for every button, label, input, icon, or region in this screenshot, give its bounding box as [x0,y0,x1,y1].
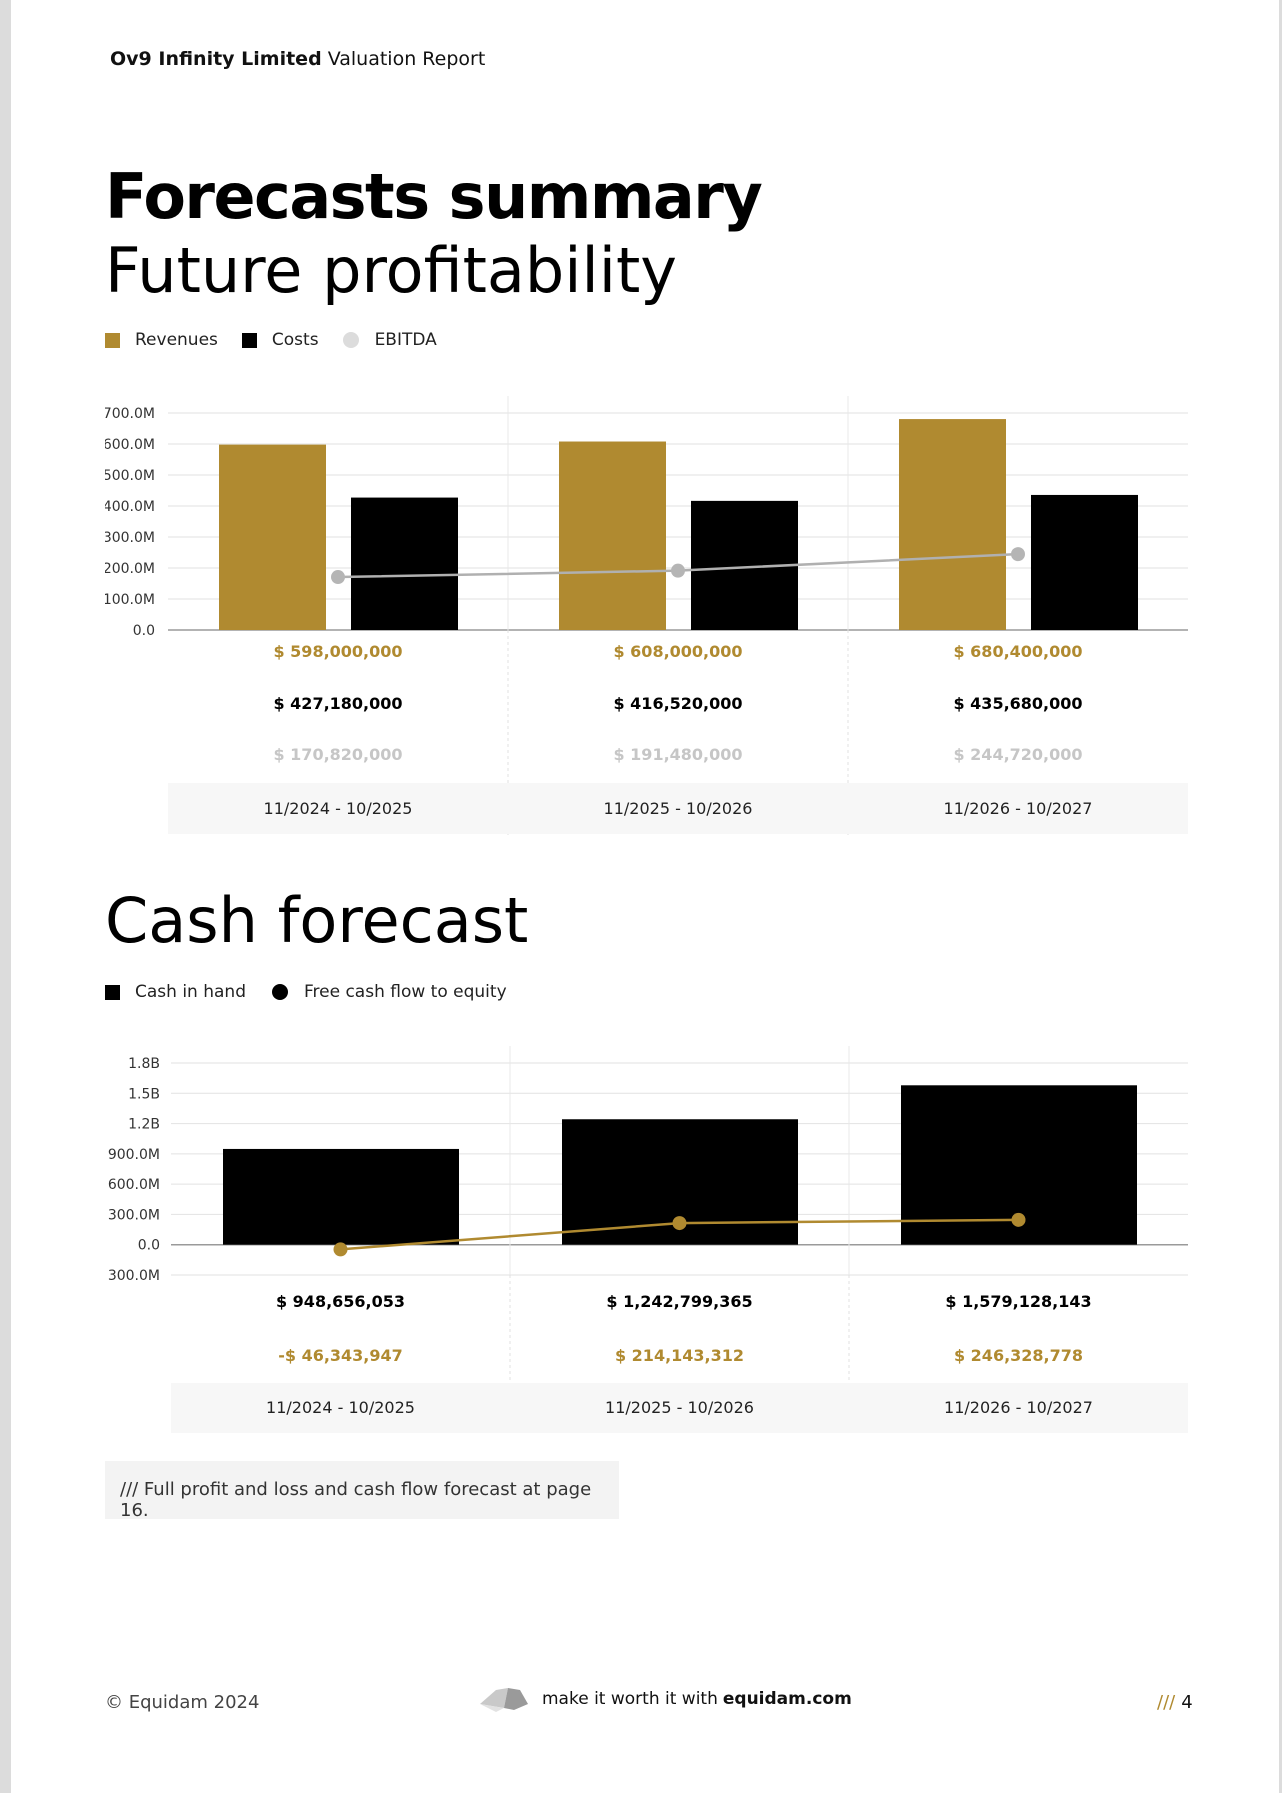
cash-in-hand-bar [223,1148,459,1245]
y-tick-label: 700.0M [103,406,155,422]
cost-value-label: $ 416,520,000 [613,694,742,713]
report-type: Valuation Report [327,48,486,70]
category-band [168,783,1188,834]
legend-swatch-costs [241,332,257,348]
footer-page-number: /// 4 [1157,1692,1193,1713]
cost-value-label: $ 435,680,000 [953,694,1082,713]
revenue-bar [899,419,1006,630]
ebitda-value-label: $ 191,480,000 [613,745,742,764]
page-marks: /// [1157,1692,1176,1713]
category-label: 11/2024 - 10/2025 [266,1398,415,1417]
company-name: Ov9 Infinity Limited [110,48,322,70]
revenue-value-label: $ 608,000,000 [613,642,742,661]
category-label: 11/2026 - 10/2027 [944,799,1093,818]
y-tick-label: 0.0 [138,1238,160,1254]
legend-item-revenues: Revenues [105,330,218,350]
y-tick-label: 500.0M [103,468,155,484]
y-tick-label: 600.0M [103,437,155,453]
y-tick-label: 900.0M [108,1147,160,1163]
cash-value-label: $ 1,579,128,143 [945,1292,1091,1311]
y-tick-label: 1.2B [128,1117,160,1133]
legend-label-fcfe: Free cash flow to equity [303,982,507,1002]
legend-item-cash-in-hand: Cash in hand [105,982,246,1002]
y-tick-label: 0.0 [133,623,155,639]
legend-item-costs: Costs [241,330,319,350]
footer-tagline: make it worth it with equidam.com [474,1684,852,1714]
legend-item-fcfe: Free cash flow to equity [271,982,507,1002]
ebitda-point [1011,547,1025,562]
legend-label-ebitda: EBITDA [374,330,437,350]
y-tick-label: 1.8B [128,1056,160,1072]
report-header: Ov9 Infinity Limited Valuation Report [110,48,485,70]
cash-value-label: $ 1,242,799,365 [606,1292,752,1311]
y-tick-label: 300.0M [108,1268,160,1284]
fcfe-point [672,1216,687,1231]
cash-value-label: $ 948,656,053 [276,1292,405,1311]
fcfe-value-label: $ 214,143,312 [615,1346,744,1365]
footer-copyright: © Equidam 2024 [105,1692,260,1713]
y-tick-label: 1.5B [128,1086,160,1102]
fcfe-point [333,1242,348,1257]
ebitda-value-label: $ 170,820,000 [273,745,402,764]
revenue-bar [559,441,666,630]
cash-legend: Cash in hand Free cash flow to equity [105,982,531,1002]
legend-label-revenues: Revenues [135,330,218,350]
revenue-value-label: $ 598,000,000 [273,642,402,661]
ebitda-point [331,570,345,585]
section-title-profitability: Future profitability [105,234,677,307]
category-band [171,1383,1188,1433]
category-label: 11/2025 - 10/2026 [604,799,753,818]
category-label: 11/2025 - 10/2026 [605,1398,754,1417]
page-number: 4 [1181,1692,1193,1713]
forecast-note: /// Full profit and loss and cash flow f… [105,1461,619,1521]
fcfe-point [1011,1212,1026,1227]
footer-site-link[interactable]: equidam.com [722,1689,852,1709]
report-page: Ov9 Infinity Limited Valuation Report Fo… [11,0,1279,1793]
legend-swatch-ebitda [342,332,359,348]
y-tick-label: 100.0M [103,592,155,608]
footer-tagline-text: make it worth it with [542,1689,718,1709]
profitability-legend: Revenues Costs EBITDA [105,330,461,350]
fcfe-value-label: -$ 46,343,947 [278,1346,403,1365]
y-tick-label: 600.0M [108,1177,160,1193]
y-tick-label: 400.0M [103,499,155,515]
category-label: 11/2024 - 10/2025 [264,799,413,818]
legend-label-cash-in-hand: Cash in hand [135,982,246,1002]
legend-label-costs: Costs [271,330,319,350]
legend-swatch-cash-in-hand [105,984,120,1000]
page-title: Forecasts summary [105,160,763,233]
legend-item-ebitda: EBITDA [342,330,437,350]
legend-swatch-fcfe [271,984,288,1000]
profitability-chart: 0.0 100.0M 200.0M 300.0M 400.0M 500.0M 600.0M 7… [11,390,1188,835]
cash-forecast-chart: 300.0M 0.0 300.0M 600.0M 900.0M 1.2B 1.5B 1.8B $… [108,1046,1188,1433]
y-tick-label: 300.0M [103,530,155,546]
fcfe-value-label: $ 246,328,778 [954,1346,1083,1365]
legend-swatch-revenues [105,332,120,348]
revenue-bar [219,444,326,630]
ebitda-value-label: $ 244,720,000 [953,745,1082,764]
cost-value-label: $ 427,180,000 [273,694,402,713]
cost-bar [351,497,458,630]
left-margin-mask [11,390,105,650]
section-title-cash-forecast: Cash forecast [105,884,529,957]
ebitda-point [671,563,685,578]
category-label: 11/2026 - 10/2027 [944,1398,1093,1417]
revenue-value-label: $ 680,400,000 [953,642,1082,661]
y-tick-label: 200.0M [103,561,155,577]
equidam-logo-icon [480,1688,528,1712]
y-tick-label: 300.0M [108,1207,160,1223]
cost-bar [1031,494,1138,630]
